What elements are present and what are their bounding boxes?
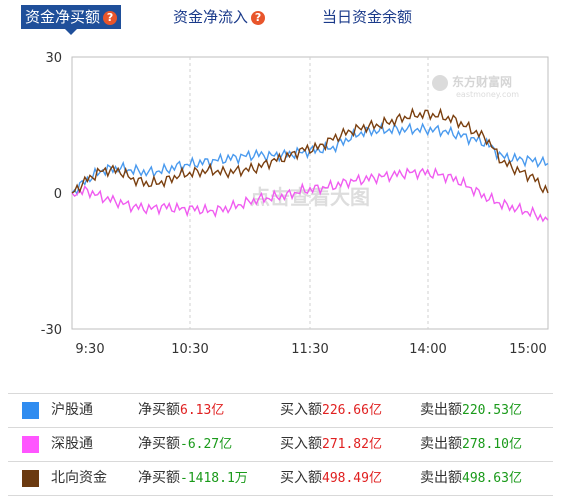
legend-row-sh: 沪股通 净买额6.13亿 买入额226.66亿 卖出额220.53亿 — [8, 393, 553, 427]
legend-row-north: 北向资金 净买额-1418.1万 买入额498.49亿 卖出额498.63亿 — [8, 461, 553, 496]
sell-label: 卖出额 — [420, 436, 462, 452]
buy-value-sz: 271.82亿 — [322, 437, 382, 452]
net-buy-value-sz: -6.27亿 — [180, 437, 233, 452]
y-tick-label: -30 — [41, 323, 62, 338]
logo-cn-text: 东方财富网 — [452, 74, 512, 89]
net-buy-north: 净买额-1418.1万 — [138, 462, 248, 495]
tab-daily-balance[interactable]: 当日资金余额 — [322, 5, 412, 29]
x-tick-label: 10:30 — [171, 342, 208, 357]
x-tick-label: 11:30 — [291, 342, 328, 357]
legend-name-sh: 沪股通 — [51, 402, 93, 418]
logo-en-text: eastmoney.com — [456, 90, 519, 99]
tab-bar: 资金净买额? 资金净流入? 当日资金余额 — [0, 0, 561, 36]
tab-daily-balance-label: 当日资金余额 — [322, 8, 413, 26]
net-buy-label: 净买额 — [138, 470, 180, 486]
series-line-2 — [71, 107, 549, 194]
buy-label: 买入额 — [280, 436, 322, 452]
tab-net-inflow[interactable]: 资金净流入? — [173, 5, 266, 29]
legend-swatch-sh — [22, 402, 39, 419]
sell-value-sz: 278.10亿 — [462, 437, 522, 452]
y-axis-labels: 30 0 -30 — [41, 51, 62, 338]
legend-name-north: 北向资金 — [51, 470, 107, 486]
series-line-0 — [71, 121, 549, 196]
net-buy-sh: 净买额6.13亿 — [138, 394, 224, 427]
net-buy-label: 净买额 — [138, 402, 180, 418]
tab-net-buy-label: 资金净买额 — [25, 8, 101, 26]
sell-label: 卖出额 — [420, 402, 462, 418]
tab-net-buy[interactable]: 资金净买额? — [21, 5, 122, 35]
buy-label: 买入额 — [280, 470, 322, 486]
legend-row-sz: 深股通 净买额-6.27亿 买入额271.82亿 卖出额278.10亿 — [8, 427, 553, 461]
net-buy-label: 净买额 — [138, 436, 180, 452]
plot-frame — [71, 56, 549, 330]
buy-north: 买入额498.49亿 — [280, 462, 382, 495]
x-tick-label: 14:00 — [409, 342, 446, 357]
sell-sz: 卖出额278.10亿 — [420, 428, 522, 461]
sell-value-sh: 220.53亿 — [462, 403, 522, 418]
buy-label: 买入额 — [280, 402, 322, 418]
x-axis-labels: 9:30 10:30 11:30 14:00 15:00 — [75, 342, 546, 357]
buy-sh: 买入额226.66亿 — [280, 394, 382, 427]
tab-net-inflow-label: 资金净流入 — [173, 8, 249, 26]
y-tick-label: 30 — [45, 51, 62, 66]
net-buy-value-north: -1418.1万 — [180, 471, 248, 486]
net-buy-sz: 净买额-6.27亿 — [138, 428, 232, 461]
net-buy-chart[interactable]: 东方财富网 eastmoney.com 点击查看大图 300-30 9:30 10… — [0, 40, 561, 360]
buy-value-north: 498.49亿 — [322, 471, 382, 486]
help-icon[interactable]: ? — [103, 11, 118, 25]
legend-swatch-north — [22, 470, 39, 487]
net-buy-value-sh: 6.13亿 — [180, 403, 225, 418]
y-tick-label: 0 — [54, 187, 62, 202]
legend-swatch-sz — [22, 436, 39, 453]
buy-sz: 买入额271.82亿 — [280, 428, 382, 461]
sell-label: 卖出额 — [420, 470, 462, 486]
x-tick-label: 15:00 — [509, 342, 546, 357]
x-tick-label: 9:30 — [75, 342, 104, 357]
sell-sh: 卖出额220.53亿 — [420, 394, 522, 427]
legend-table: 沪股通 净买额6.13亿 买入额226.66亿 卖出额220.53亿 深股通 净… — [8, 393, 553, 496]
series-lines — [71, 107, 549, 223]
sell-north: 卖出额498.63亿 — [420, 462, 522, 495]
series-line-1 — [71, 166, 549, 223]
eastmoney-logo: 东方财富网 eastmoney.com — [432, 74, 519, 99]
help-icon[interactable]: ? — [251, 11, 266, 25]
sell-value-north: 498.63亿 — [462, 471, 522, 486]
buy-value-sh: 226.66亿 — [322, 403, 382, 418]
legend-name-sz: 深股通 — [51, 436, 93, 452]
